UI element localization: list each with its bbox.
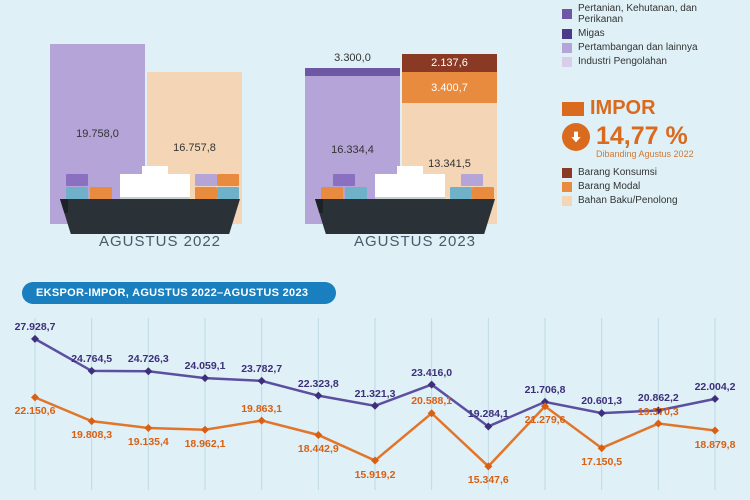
ship-illustration [50, 164, 270, 234]
legend-row: Migas [562, 28, 732, 39]
data-label: 22.323,8 [298, 378, 339, 390]
bar-group-2023: 16.334,4 3.300,0 13.341,5 3.400,7 2.137,… [305, 34, 525, 224]
legend-row: Barang Konsumsi [562, 167, 732, 178]
impor-pct-row: 14,77 % [562, 122, 732, 151]
legend-row: Industri Pengolahan [562, 56, 732, 67]
chart-title: EKSPOR-IMPOR, AGUSTUS 2022–AGUSTUS 2023 [22, 282, 336, 304]
data-label: 19.135,4 [128, 436, 169, 448]
data-label: 18.962,1 [185, 438, 226, 450]
down-arrow-icon [562, 123, 590, 151]
data-label: 18.442,9 [298, 443, 339, 455]
legend-label: Barang Modal [578, 181, 640, 192]
data-label: 23.416,0 [411, 367, 452, 379]
data-label: 20.862,2 [638, 392, 679, 404]
ekspor-seg-top [305, 68, 400, 76]
chart-plot: 27.928,724.764,524.726,324.059,123.782,7… [25, 310, 725, 490]
data-label: 24.059,1 [185, 360, 226, 372]
swatch [562, 9, 572, 19]
data-label: 27.928,7 [15, 321, 56, 333]
data-label: 19.808,3 [71, 429, 112, 441]
swatch [562, 43, 572, 53]
data-label: 18.879,8 [695, 439, 736, 451]
right-panel: Pertanian, Kehutanan, dan Perikanan Miga… [562, 0, 732, 209]
impor-caption: Dibanding Agustus 2022 [596, 149, 732, 159]
swatch [562, 29, 572, 39]
cube-icon [562, 102, 584, 116]
group-label: AGUSTUS 2023 [305, 233, 525, 250]
chart-title-wrap: EKSPOR-IMPOR, AGUSTUS 2022–AGUSTUS 2023 [22, 282, 750, 304]
legend-row: Pertambangan dan lainnya [562, 42, 732, 53]
data-label: 21.321,3 [355, 388, 396, 400]
data-label: 20.588,1 [411, 395, 452, 407]
data-label: 21.706,8 [525, 384, 566, 396]
impor-pct: 14,77 % [596, 122, 688, 151]
impor-seg-3: 2.137,6 [402, 54, 497, 72]
ekspor-top-label: 3.300,0 [305, 52, 400, 64]
legend-label: Industri Pengolahan [578, 56, 667, 67]
legend-label: Pertanian, Kehutanan, dan Perikanan [578, 3, 732, 25]
data-label: 24.764,5 [71, 353, 112, 365]
ekspor-legend: Pertanian, Kehutanan, dan Perikanan Miga… [562, 3, 732, 67]
bar-group-2022: 19.758,0 16.757,8 AGUSTUS 2022 [50, 34, 270, 224]
data-label: 21.279,6 [525, 414, 566, 426]
data-label: 15.919,2 [355, 469, 396, 481]
legend-label: Migas [578, 28, 605, 39]
swatch [562, 196, 572, 206]
line-chart-region: EKSPOR-IMPOR, AGUSTUS 2022–AGUSTUS 2023 … [0, 282, 750, 497]
legend-row: Pertanian, Kehutanan, dan Perikanan [562, 3, 732, 25]
legend-label: Barang Konsumsi [578, 167, 657, 178]
impor-seg-2: 3.400,7 [402, 72, 497, 103]
impor-title: IMPOR [590, 97, 656, 120]
impor-summary: IMPOR 14,77 % Dibanding Agustus 2022 Bar… [562, 97, 732, 206]
data-label: 24.726,3 [128, 353, 169, 365]
data-label: 23.782,7 [241, 363, 282, 375]
data-label: 19.284,1 [468, 408, 509, 420]
legend-label: Bahan Baku/Penolong [578, 195, 678, 206]
legend-row: Bahan Baku/Penolong [562, 195, 732, 206]
legend-label: Pertambangan dan lainnya [578, 42, 698, 53]
stacked-bar-region: 19.758,0 16.757,8 AGUSTUS 2022 [0, 0, 560, 250]
swatch [562, 168, 572, 178]
data-label: 15.347,6 [468, 474, 509, 486]
data-label: 22.004,2 [695, 381, 736, 393]
data-label: 20.601,3 [581, 395, 622, 407]
swatch [562, 57, 572, 67]
swatch [562, 182, 572, 192]
data-label: 17.150,5 [581, 456, 622, 468]
data-label: 19.570,3 [638, 406, 679, 418]
impor-legend: Barang Konsumsi Barang Modal Bahan Baku/… [562, 167, 732, 206]
group-label: AGUSTUS 2022 [50, 233, 270, 250]
ship-illustration [305, 164, 525, 234]
impor-title-row: IMPOR [562, 97, 732, 120]
data-label: 19.863,1 [241, 403, 282, 415]
data-label: 22.150,6 [15, 405, 56, 417]
legend-row: Barang Modal [562, 181, 732, 192]
